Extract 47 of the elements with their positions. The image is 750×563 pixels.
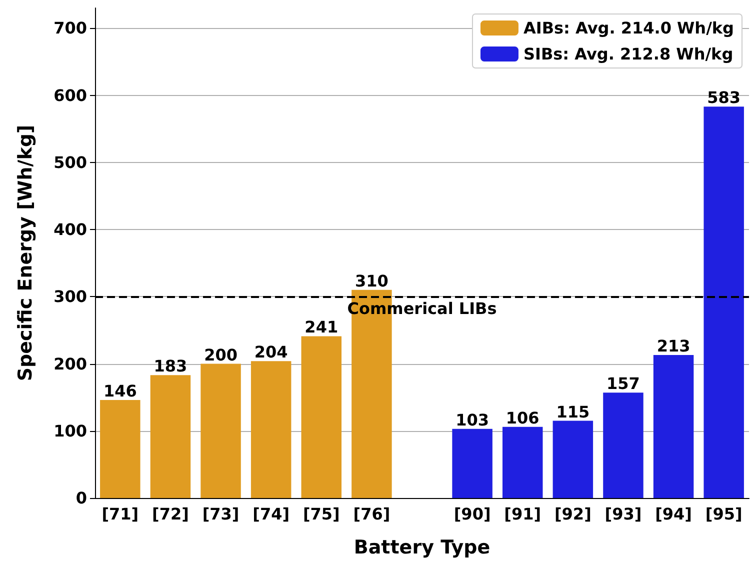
data-label: 583 — [707, 88, 741, 108]
data-label: 310 — [354, 271, 388, 290]
x-tick-label: [91] — [504, 504, 542, 524]
data-label: 115 — [556, 402, 590, 422]
x-tick-label: [92] — [554, 504, 592, 524]
bar — [552, 420, 594, 498]
x-axis-title: Battery Type — [354, 536, 490, 558]
bar — [704, 106, 744, 498]
y-axis-title: Specific Energy [Wh/kg] — [14, 124, 36, 382]
bar — [653, 355, 694, 498]
x-tick-label: [93] — [604, 504, 642, 524]
bar — [603, 392, 644, 498]
y-tick-label: 600 — [54, 86, 87, 105]
y-tick-label: 100 — [54, 421, 87, 440]
data-label: 146 — [103, 382, 137, 400]
data-label: 157 — [606, 374, 640, 394]
x-tick-label: [95] — [705, 504, 742, 524]
bar — [200, 364, 241, 498]
data-label: 213 — [656, 336, 690, 356]
data-label: 103 — [456, 410, 490, 430]
data-label: 241 — [304, 318, 338, 337]
y-tick-label: 300 — [54, 287, 87, 306]
bar — [100, 400, 140, 498]
x-tick-label: [73] — [202, 504, 240, 524]
legend-label: SIBs: Avg. 212.8 Wh/kg — [523, 44, 734, 64]
y-tick-label: 500 — [54, 152, 87, 172]
y-tick-label: 0 — [76, 488, 87, 508]
data-label: 204 — [254, 342, 288, 362]
legend-label: AIBs: Avg. 214.0 Wh/kg — [523, 18, 734, 38]
bar — [452, 428, 492, 498]
y-tick-label: 200 — [54, 354, 87, 374]
x-tick-label: [71] — [102, 504, 139, 524]
x-tick-label: [94] — [655, 504, 692, 524]
data-label: 183 — [154, 356, 188, 376]
x-tick-label: [76] — [353, 504, 390, 524]
x-tick-label: [75] — [302, 504, 340, 524]
y-tick-label: 700 — [54, 18, 87, 38]
x-tick-label: [72] — [152, 504, 189, 524]
y-tick-label: 400 — [54, 220, 87, 240]
bar — [150, 375, 191, 498]
bar — [250, 361, 292, 498]
data-label: 200 — [204, 345, 238, 364]
bar — [502, 426, 543, 498]
bar — [301, 336, 342, 498]
data-label: 106 — [506, 408, 540, 428]
x-tick-label: [90] — [454, 504, 491, 524]
x-tick-label: [74] — [252, 504, 290, 524]
